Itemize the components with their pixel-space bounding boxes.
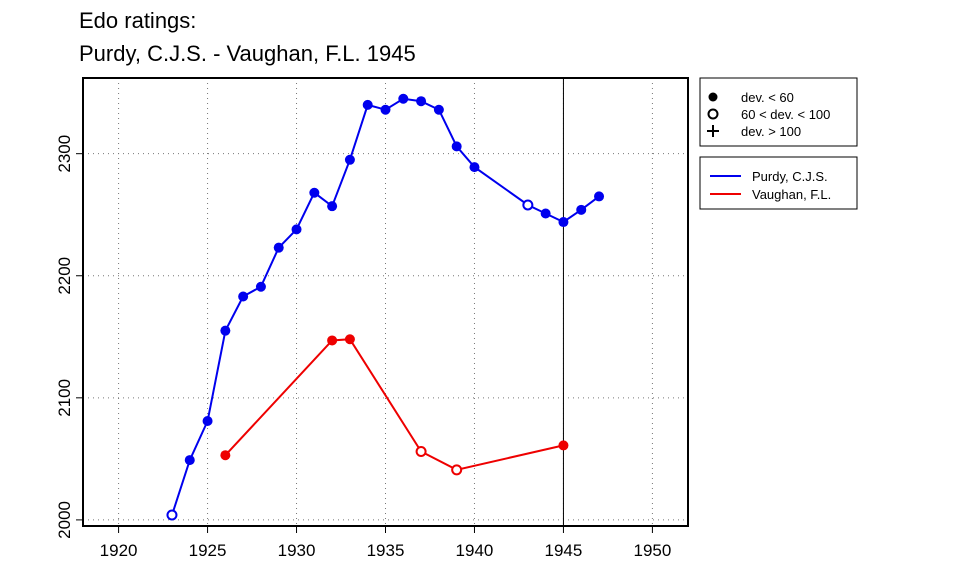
series-1-point-3 (415, 446, 427, 458)
marker-legend-label-1: dev. < 60 (741, 90, 794, 105)
series-0-point-7 (291, 224, 302, 235)
chart-title-line-2: Purdy, C.J.S. - Vaughan, F.L. 1945 (79, 41, 416, 66)
y-tick-label-2: 2200 (55, 257, 74, 295)
series-layer (166, 93, 605, 521)
series-0-point-17 (469, 162, 480, 173)
x-axis: 1920 1925 1930 1935 1940 1945 1950 (100, 526, 671, 560)
series-0-point-3 (220, 325, 231, 336)
series-0-point-5 (255, 281, 266, 292)
grid-lines (83, 78, 688, 526)
series-legend-box (699, 156, 858, 210)
x-tick-label-1: 1925 (189, 541, 227, 560)
series-0-point-4 (238, 291, 249, 302)
y-axis: 2000 2100 2200 2300 (55, 135, 83, 539)
series-legend-label-purdy: Purdy, C.J.S. (752, 169, 828, 184)
series-0-point-22 (594, 191, 605, 202)
open-circle-symbol (707, 108, 719, 120)
series-0-point-12 (380, 104, 391, 115)
series-1-point-2 (344, 334, 355, 345)
series-legend: Purdy, C.J.S. Vaughan, F.L. (699, 156, 858, 210)
series-0-point-10 (344, 154, 355, 165)
series-1-point-1 (327, 335, 338, 346)
series-0-point-19 (540, 208, 551, 219)
series-0-point-13 (398, 93, 409, 104)
series-0-point-6 (273, 242, 284, 253)
marker-legend: dev. < 60 60 < dev. < 100 dev. > 100 (699, 77, 858, 147)
series-0-point-16 (451, 141, 462, 152)
series-0-point-15 (433, 104, 444, 115)
x-tick-label-2: 1930 (278, 541, 316, 560)
series-1-point-4 (451, 464, 463, 476)
x-tick-label-3: 1935 (367, 541, 405, 560)
filled-circle-symbol (708, 92, 718, 102)
chart-title-line-1: Edo ratings: (79, 8, 196, 33)
x-tick-label-4: 1940 (456, 541, 494, 560)
series-0-point-14 (416, 96, 427, 107)
series-legend-label-vaughan: Vaughan, F.L. (752, 187, 831, 202)
series-line-1 (224, 338, 564, 471)
y-tick-label-3: 2300 (55, 135, 74, 173)
series-0-point-0 (166, 509, 178, 521)
series-0-point-18 (522, 199, 534, 211)
series-0-point-20 (558, 217, 569, 228)
y-tick-label-0: 2000 (55, 501, 74, 539)
series-1-point-5 (558, 440, 569, 451)
series-0-point-8 (309, 187, 320, 198)
x-tick-label-6: 1950 (633, 541, 671, 560)
series-0-point-1 (184, 455, 195, 466)
plus-symbol (707, 125, 719, 137)
series-0-point-21 (576, 204, 587, 215)
x-tick-label-0: 1920 (100, 541, 138, 560)
series-1-point-0 (220, 450, 231, 461)
series-0-point-9 (327, 201, 338, 212)
marker-legend-label-3: dev. > 100 (741, 124, 801, 139)
series-0-point-11 (362, 99, 373, 110)
y-tick-label-1: 2100 (55, 379, 74, 417)
x-tick-label-5: 1945 (545, 541, 583, 560)
marker-legend-box (699, 77, 858, 147)
marker-legend-label-2: 60 < dev. < 100 (741, 107, 830, 122)
series-0-point-2 (202, 416, 213, 427)
